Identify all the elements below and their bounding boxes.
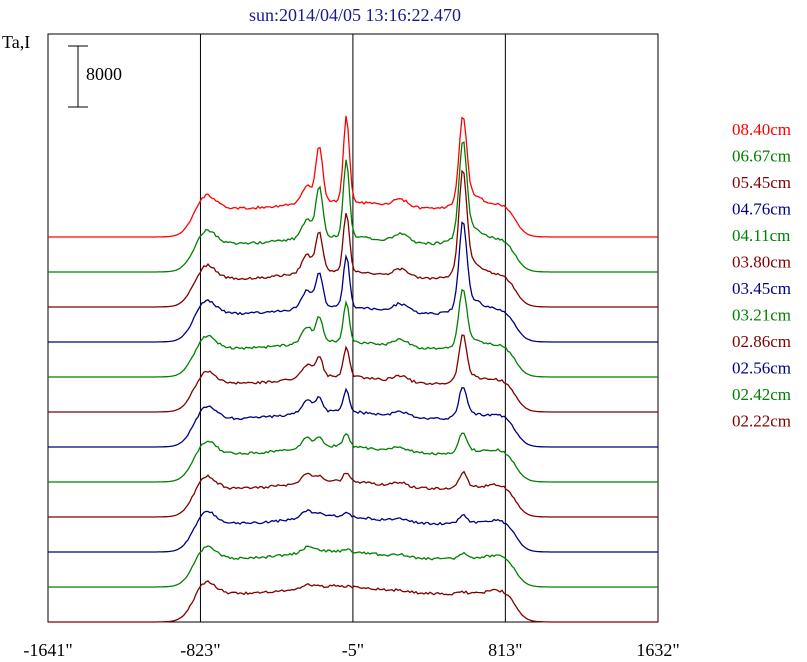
series-line-04.11cm: [48, 288, 658, 378]
series-line-03.80cm: [48, 334, 658, 413]
chart-title: sun:2014/04/05 13:16:22.470: [249, 5, 461, 25]
x-tick-label: -1641": [23, 640, 72, 660]
vertical-reference-lines: [199, 34, 506, 622]
x-tick-label: 813": [488, 640, 522, 660]
x-tick-labels: -1641" -823" -5" 813" 1632": [23, 640, 679, 660]
x-tick-label: -823": [180, 640, 220, 660]
series-line-04.76cm: [48, 221, 658, 343]
legend-entry: 03.21cm: [732, 306, 791, 325]
series-line-02.56cm: [48, 509, 658, 553]
series-line-02.22cm: [48, 580, 658, 623]
legend-entry: 02.22cm: [732, 412, 791, 431]
series-line-03.21cm: [48, 432, 658, 483]
series-line-02.42cm: [48, 545, 658, 588]
legend-entry: 03.45cm: [732, 279, 791, 298]
series-line-08.40cm: [48, 115, 658, 238]
legend-entry: 04.11cm: [732, 226, 790, 245]
scale-bar: 8000: [68, 45, 122, 108]
legend-entry: 04.76cm: [732, 200, 791, 219]
series-group: [48, 115, 658, 623]
y-axis-label: Ta,I: [2, 32, 30, 52]
legend-entry: 02.56cm: [732, 359, 791, 378]
series-line-03.45cm: [48, 386, 658, 448]
legend-entry: 05.45cm: [732, 173, 791, 192]
series-line-02.86cm: [48, 470, 658, 518]
scale-bar-label: 8000: [86, 64, 122, 84]
legend-entry: 02.86cm: [732, 332, 791, 351]
series-line-06.67cm: [48, 141, 658, 273]
legend-entry: 02.42cm: [732, 385, 791, 404]
legend-entry: 08.40cm: [732, 120, 791, 139]
series-line-05.45cm: [48, 169, 658, 308]
x-tick-label: 1632": [636, 640, 679, 660]
legend-entry: 03.80cm: [732, 253, 791, 272]
legend: 08.40cm 06.67cm 05.45cm 04.76cm 04.11cm 03.80…: [732, 120, 791, 431]
legend-entry: 06.67cm: [732, 147, 791, 166]
x-tick-label: -5": [342, 640, 364, 660]
